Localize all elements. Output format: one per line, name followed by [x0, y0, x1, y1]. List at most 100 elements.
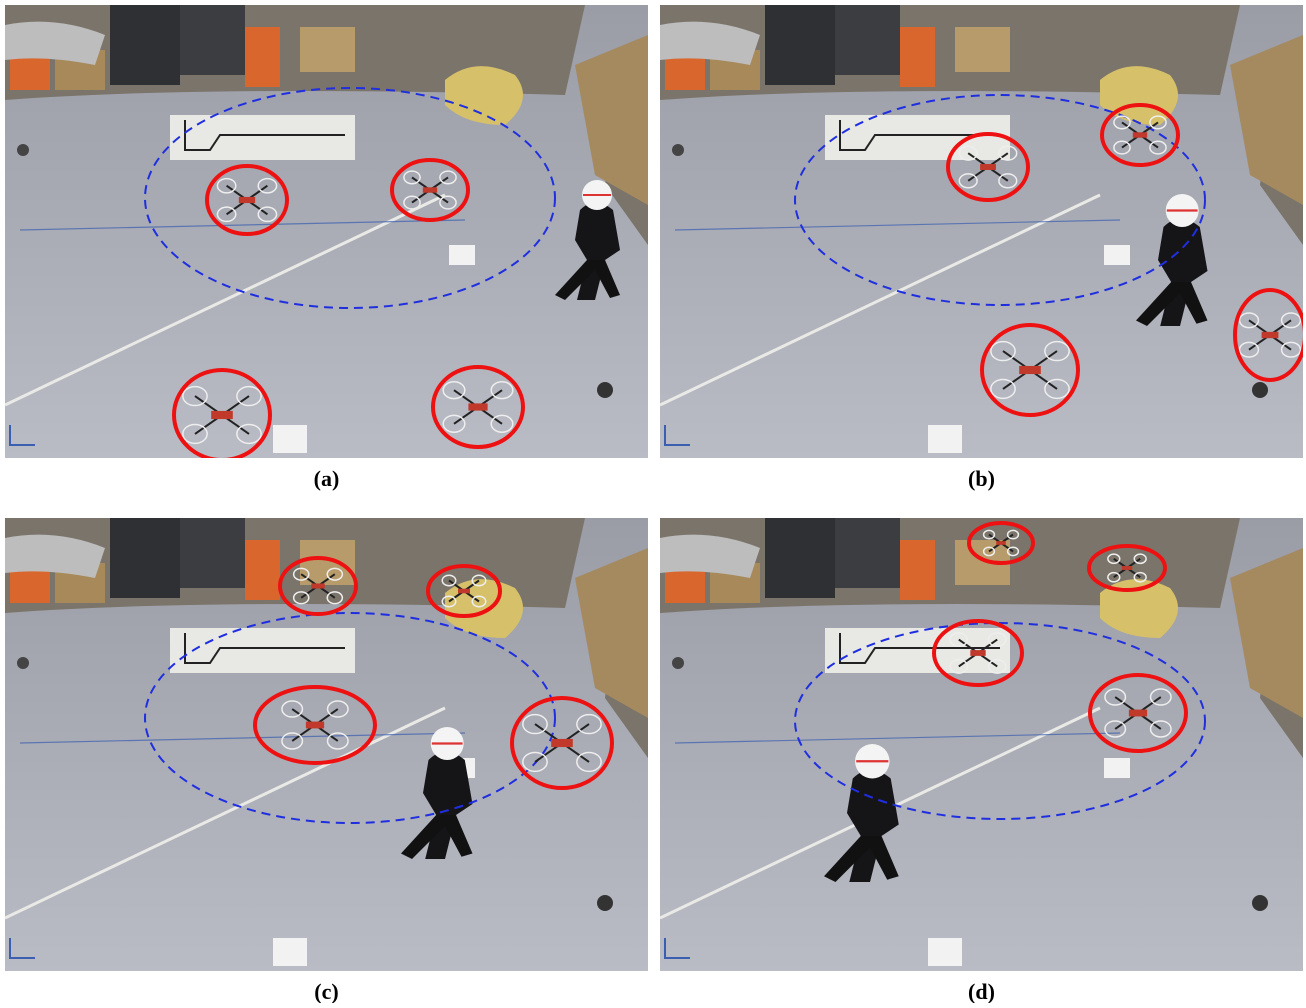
propeller-guard: [182, 385, 208, 407]
propeller-guard: [1133, 571, 1147, 583]
floor-mat: [170, 115, 355, 160]
drone: [172, 368, 272, 458]
drone-body: [980, 164, 996, 170]
propeller-guard: [990, 378, 1016, 400]
propeller-guard: [1149, 115, 1167, 130]
propeller-guard: [292, 567, 310, 581]
detection-circle: [390, 158, 470, 222]
floor-mat: [825, 115, 1010, 160]
drone-body: [422, 187, 438, 193]
floor-drain: [672, 657, 684, 669]
drone: [1088, 673, 1188, 753]
detection-circle: [205, 164, 289, 236]
drone: [946, 132, 1030, 202]
propeller-guard: [439, 195, 457, 210]
safety-boundary: [794, 622, 1206, 820]
drone-body: [1128, 709, 1148, 717]
yellow-bag: [445, 66, 523, 125]
orange-box: [900, 540, 935, 600]
drone-body: [970, 650, 986, 656]
panel-label: (b): [968, 466, 995, 491]
drone: [1100, 103, 1180, 167]
propeller-guard: [471, 595, 487, 608]
propeller-guard: [987, 658, 1007, 674]
photo-panel: [660, 518, 1303, 971]
propeller-guard: [471, 574, 487, 587]
right-boxes: [575, 35, 648, 205]
floor-drain: [597, 382, 613, 398]
propeller-guard: [292, 591, 310, 605]
cabinet: [835, 518, 900, 588]
cabinet: [180, 5, 245, 75]
propeller-guard: [490, 414, 514, 433]
white-floor-line: [5, 706, 446, 920]
panel-label: (d): [968, 979, 995, 1003]
blue-floor-line: [19, 732, 466, 744]
drone-body: [1019, 365, 1041, 375]
person-legs: [1136, 282, 1208, 326]
photo-panel: [5, 5, 648, 458]
propeller-guard: [982, 529, 996, 540]
yellow-bag: [1100, 579, 1178, 638]
propeller-guard: [182, 423, 208, 445]
detection-circle: [431, 365, 525, 449]
propeller-guard: [1006, 529, 1020, 540]
right-boxes: [1230, 548, 1303, 718]
propeller-guard: [522, 713, 548, 735]
photo: [5, 5, 648, 458]
propeller-guard: [490, 381, 514, 400]
propeller-guard: [576, 713, 602, 735]
propeller-guard: [441, 595, 457, 608]
propeller-guard: [1238, 341, 1260, 358]
propeller-guard: [1280, 341, 1302, 358]
propeller-guard: [1149, 688, 1172, 706]
mat-line: [184, 120, 345, 151]
person: [555, 180, 620, 300]
detection-circle: [967, 521, 1035, 565]
floor-marker: [928, 425, 962, 453]
cardboard-box: [300, 27, 355, 72]
white-cloth: [660, 21, 760, 66]
floor-drain: [17, 144, 29, 156]
propeller-guard: [949, 632, 969, 648]
person-legs: [555, 260, 620, 300]
drone-body: [238, 196, 256, 204]
propeller-guard: [958, 145, 978, 161]
person-legs: [824, 836, 899, 882]
drone: [426, 564, 502, 618]
drone-body: [1261, 331, 1279, 339]
propeller-guard: [982, 546, 996, 557]
blue-corner: [9, 425, 35, 446]
propeller-guard: [1149, 140, 1167, 155]
blue-floor-line: [674, 219, 1121, 231]
propeller-guard: [326, 591, 344, 605]
photo-panel: [660, 5, 1303, 458]
white-cloth: [5, 21, 105, 66]
cabinet: [180, 518, 245, 588]
propeller-guard: [1107, 571, 1121, 583]
floor-marker: [273, 425, 307, 453]
safety-boundary: [144, 87, 556, 309]
propeller-guard: [281, 732, 304, 750]
propeller-guard: [281, 700, 304, 718]
propeller-guard: [439, 170, 457, 185]
detection-circle: [1100, 103, 1180, 167]
drone: [390, 158, 470, 222]
detection-circle: [172, 368, 272, 458]
propeller-guard: [576, 751, 602, 773]
blue-floor-line: [19, 219, 466, 231]
drone-body: [311, 583, 325, 589]
propeller-guard: [1113, 115, 1131, 130]
drone-body: [551, 738, 573, 748]
drone-body: [211, 410, 233, 420]
photo: [660, 518, 1303, 971]
propeller-guard: [403, 170, 421, 185]
cabinet: [110, 518, 180, 598]
propeller-guard: [998, 145, 1018, 161]
detection-circle: [1233, 288, 1303, 382]
blue-corner: [9, 938, 35, 959]
propeller-guard: [441, 574, 457, 587]
drone: [932, 619, 1024, 687]
propeller-guard: [958, 173, 978, 189]
